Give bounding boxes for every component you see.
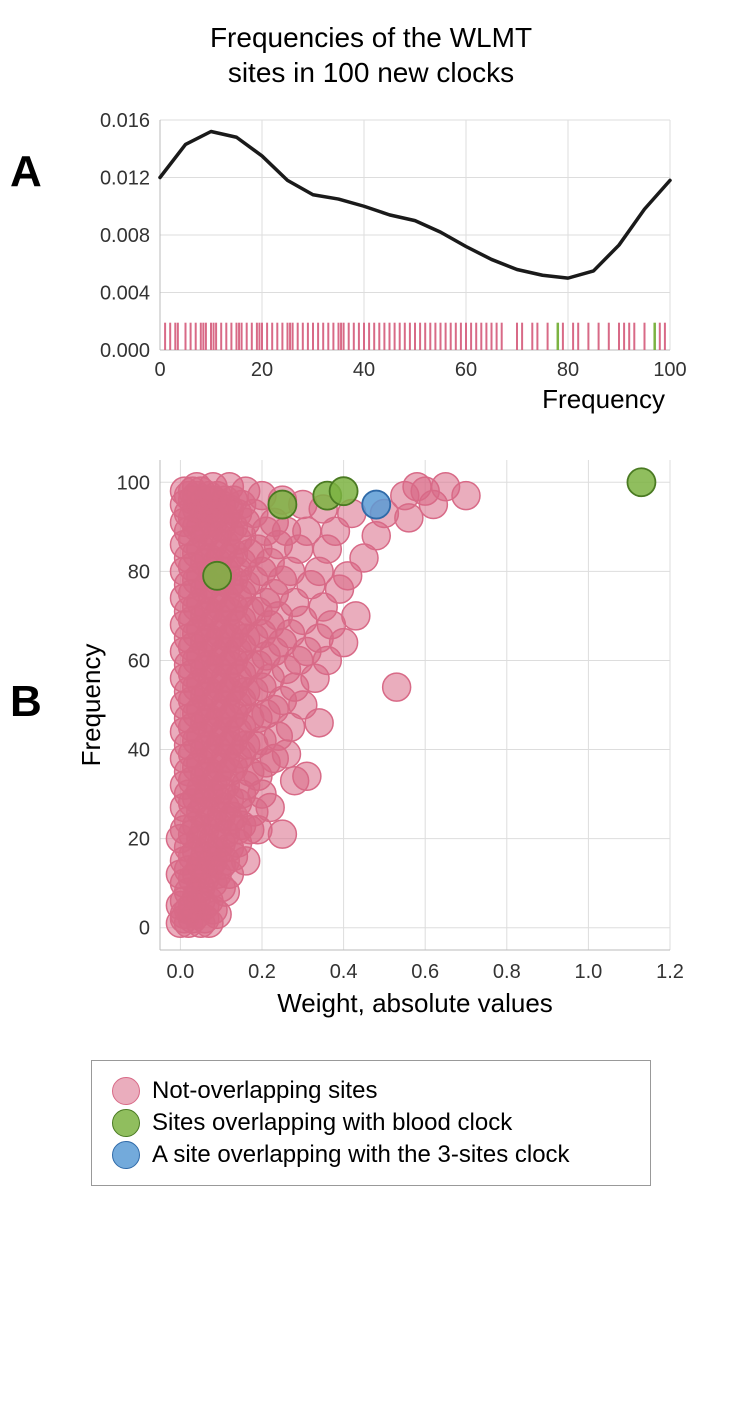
- title-line-1: Frequencies of the WLMT: [210, 22, 532, 53]
- legend-swatch: [112, 1077, 140, 1105]
- svg-text:0.004: 0.004: [100, 283, 150, 305]
- figure-title: Frequencies of the WLMT sites in 100 new…: [10, 20, 732, 90]
- svg-text:60: 60: [128, 650, 150, 672]
- legend-swatch: [112, 1109, 140, 1137]
- figure-container: Frequencies of the WLMT sites in 100 new…: [10, 20, 732, 1186]
- svg-text:20: 20: [128, 829, 150, 851]
- svg-text:0.4: 0.4: [330, 961, 358, 983]
- svg-text:20: 20: [251, 359, 273, 381]
- svg-text:0.6: 0.6: [411, 961, 439, 983]
- svg-text:0.000: 0.000: [100, 340, 150, 362]
- svg-text:0: 0: [154, 359, 165, 381]
- svg-text:0.016: 0.016: [100, 110, 150, 132]
- svg-text:80: 80: [128, 561, 150, 583]
- panel-b-chart: 0 20 40 60 80 100 0.0 0.2 0.4 0.6 0.8 1.0 1.2 Weight,…: [70, 450, 732, 1030]
- svg-text:1.2: 1.2: [656, 961, 684, 983]
- legend-swatch: [112, 1141, 140, 1169]
- panel-a-svg: 0.000 0.004 0.008 0.012 0.016 0 20 40 60 80 100 Fre…: [70, 110, 690, 420]
- legend-label: A site overlapping with the 3-sites cloc…: [152, 1141, 570, 1169]
- svg-text:40: 40: [353, 359, 375, 381]
- svg-text:0.0: 0.0: [166, 961, 194, 983]
- panel-a-chart: 0.000 0.004 0.008 0.012 0.016 0 20 40 60 80 100 Fre…: [70, 110, 732, 420]
- svg-text:Frequency: Frequency: [76, 644, 106, 767]
- svg-text:100: 100: [117, 472, 150, 494]
- svg-text:Frequency: Frequency: [542, 384, 665, 414]
- panel-a-row: A 0.000 0.004 0.008 0.012 0.016 0 20 40 60 80 100 F…: [10, 110, 732, 420]
- svg-text:0.012: 0.012: [100, 168, 150, 190]
- legend-label: Not-overlapping sites: [152, 1077, 377, 1105]
- legend-item: Sites overlapping with blood clock: [112, 1107, 630, 1139]
- svg-text:60: 60: [455, 359, 477, 381]
- svg-text:0.8: 0.8: [493, 961, 521, 983]
- svg-text:Weight, absolute values: Weight, absolute values: [277, 988, 553, 1018]
- svg-text:0.2: 0.2: [248, 961, 276, 983]
- svg-text:0.008: 0.008: [100, 225, 150, 247]
- panel-a-label: A: [10, 150, 70, 194]
- legend-box: Not-overlapping sites Sites overlapping w…: [91, 1060, 651, 1186]
- legend-item: A site overlapping with the 3-sites cloc…: [112, 1139, 630, 1171]
- panel-b-row: B 0 20 40 60 80 100 0.0 0.2 0.4 0.6 0.8 1.0 1.2 Weigh…: [10, 450, 732, 1030]
- svg-text:1.0: 1.0: [574, 961, 602, 983]
- svg-text:100: 100: [653, 359, 686, 381]
- panel-b-label: B: [10, 680, 70, 724]
- svg-text:80: 80: [557, 359, 579, 381]
- title-line-2: sites in 100 new clocks: [228, 57, 514, 88]
- svg-text:40: 40: [128, 740, 150, 762]
- legend-item: Not-overlapping sites: [112, 1075, 630, 1107]
- panel-b-svg: 0 20 40 60 80 100 0.0 0.2 0.4 0.6 0.8 1.0 1.2 Weight,…: [70, 450, 690, 1030]
- legend-label: Sites overlapping with blood clock: [152, 1109, 512, 1137]
- svg-text:0: 0: [139, 918, 150, 940]
